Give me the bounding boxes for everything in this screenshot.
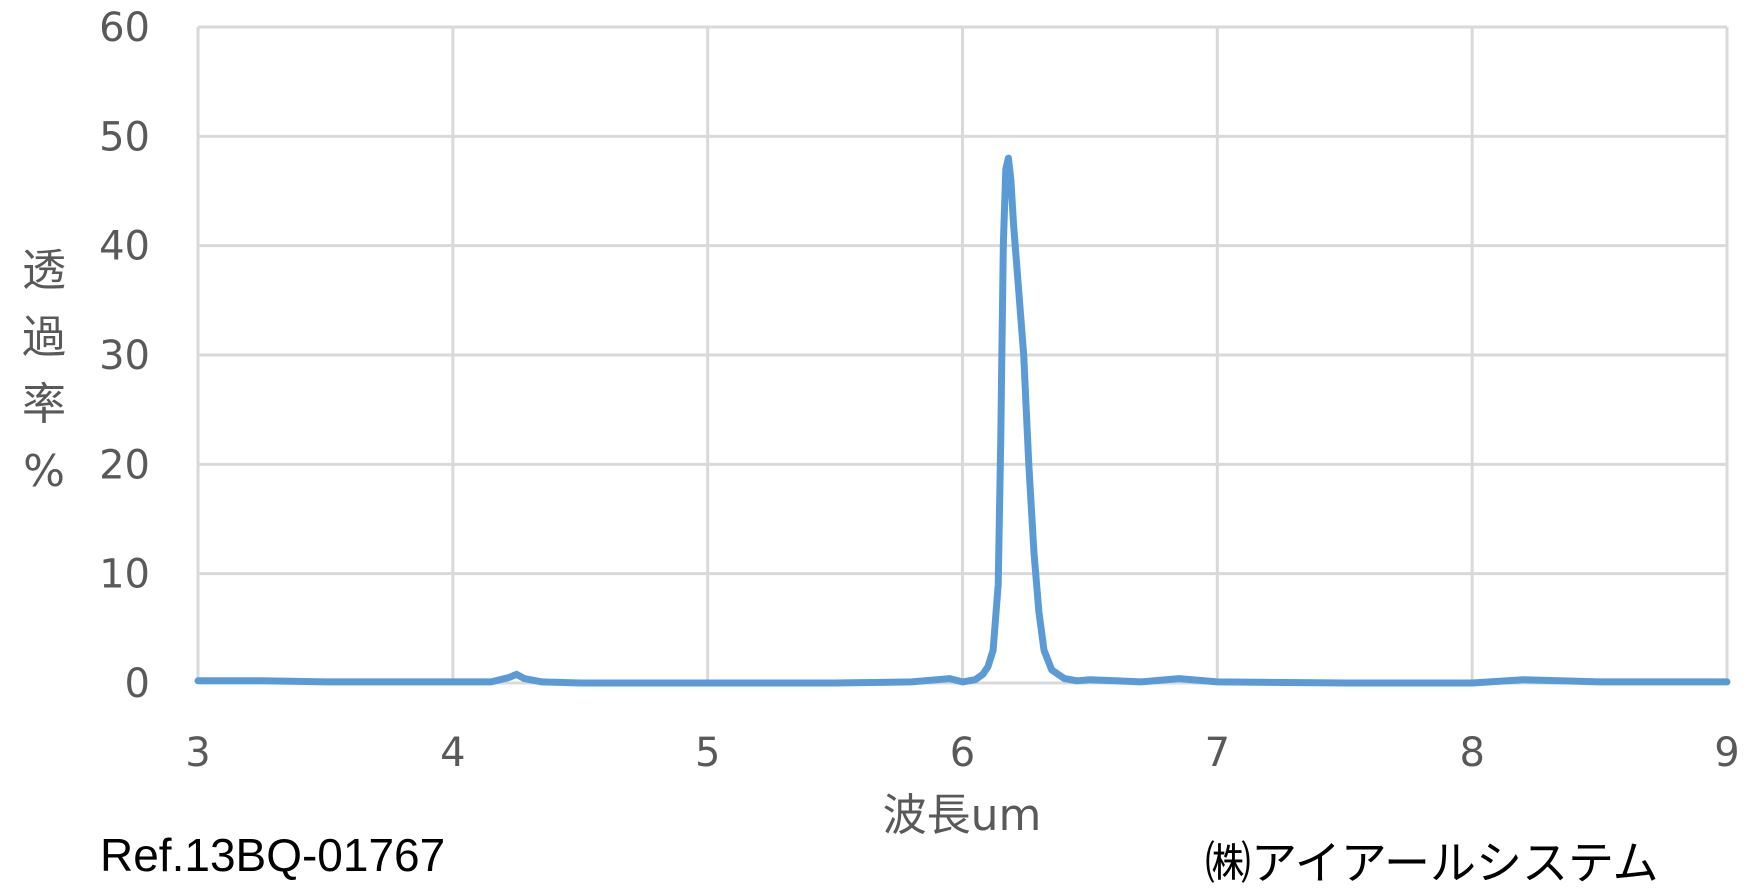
y-tick-label: 20: [99, 442, 150, 488]
company-name: ㈱アイアールシステム: [1205, 837, 1659, 889]
series-layer: [194, 154, 1731, 687]
y-tick-label: 50: [99, 114, 150, 160]
y-tick-label: 30: [99, 333, 150, 379]
x-tick-label: 8: [1459, 730, 1484, 776]
y-axis-label-char: %: [23, 446, 65, 497]
y-axis-label-char: 透: [22, 245, 66, 296]
x-tick-label: 6: [950, 730, 975, 776]
x-tick-labels: 3 4 5 6 7 8 9: [185, 730, 1739, 776]
x-tick-label: 7: [1205, 730, 1230, 776]
y-axis-label: 透過率%: [22, 245, 66, 497]
y-tick-label: 40: [99, 224, 150, 270]
y-tick-labels: 0 10 20 30 40 50 60: [99, 5, 150, 707]
y-tick-label: 60: [99, 5, 150, 51]
y-axis-label-char: 率: [22, 379, 66, 430]
transmittance-chart: 3 4 5 6 7 8 9 0 10 20 30 40 50 60 波長um 透過率%: [22, 5, 1740, 841]
y-axis-label-char: 過: [22, 312, 66, 363]
x-axis-label: 波長um: [883, 790, 1042, 841]
x-tick-label: 5: [695, 730, 720, 776]
y-tick-label: 0: [125, 661, 150, 707]
reference-number: Ref.13BQ-01767: [100, 829, 446, 881]
y-tick-label: 10: [99, 552, 150, 598]
grid-lines: [196, 25, 1729, 685]
x-tick-label: 4: [440, 730, 465, 776]
series-line-0: [194, 154, 1731, 687]
x-tick-label: 3: [185, 730, 210, 776]
x-tick-label: 9: [1714, 730, 1739, 776]
